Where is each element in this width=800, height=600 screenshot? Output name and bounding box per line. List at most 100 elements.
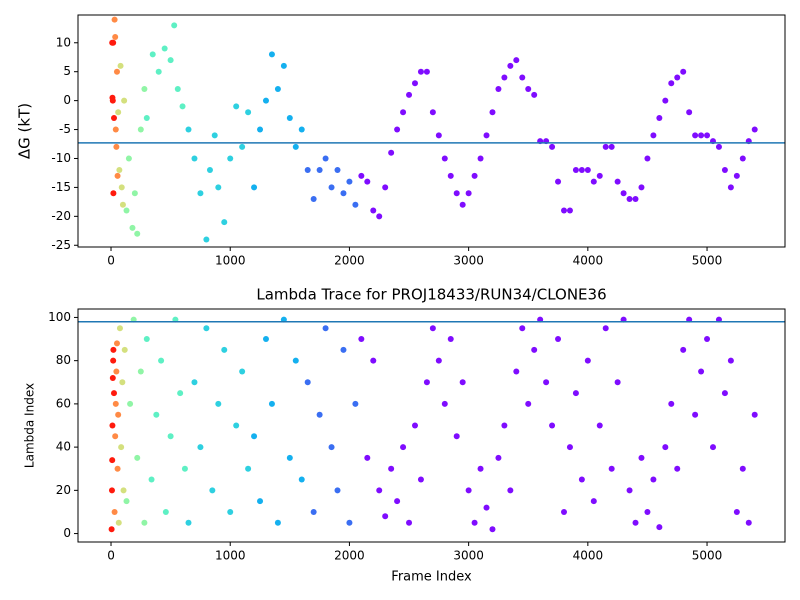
data-point — [531, 91, 538, 98]
data-point — [113, 340, 120, 347]
data-point — [352, 400, 359, 407]
data-point — [602, 325, 609, 332]
data-point — [692, 132, 699, 139]
data-point — [109, 94, 116, 101]
data-point — [352, 201, 359, 208]
data-point — [112, 433, 119, 440]
data-point — [596, 422, 603, 429]
data-point — [134, 454, 141, 461]
data-point — [111, 508, 118, 515]
y-tick-label: 60 — [56, 396, 71, 410]
data-point — [721, 167, 728, 174]
data-point — [560, 508, 567, 515]
data-point — [280, 62, 287, 69]
data-point — [650, 132, 657, 139]
data-point — [751, 411, 758, 418]
data-point — [286, 114, 293, 121]
y-tick-label: -25 — [51, 238, 71, 252]
data-point — [185, 126, 192, 133]
data-point — [644, 155, 651, 162]
data-point — [566, 207, 573, 214]
data-point — [733, 508, 740, 515]
data-point — [471, 172, 478, 179]
data-point — [137, 126, 144, 133]
y-tick-label: -20 — [51, 209, 71, 223]
plot-frame — [77, 14, 786, 248]
data-point — [394, 498, 401, 505]
data-point — [143, 114, 150, 121]
data-point — [543, 379, 550, 386]
data-point — [125, 155, 132, 162]
data-point — [411, 80, 418, 87]
data-point — [262, 336, 269, 343]
data-point — [191, 155, 198, 162]
data-point — [745, 519, 752, 526]
data-point — [110, 390, 117, 397]
data-point — [206, 167, 213, 174]
data-point — [674, 465, 681, 472]
data-point — [662, 97, 669, 104]
data-point — [710, 444, 717, 451]
data-point — [614, 379, 621, 386]
x-tick-label: 3000 — [453, 549, 484, 563]
data-point — [501, 422, 508, 429]
data-point — [602, 143, 609, 150]
data-point — [704, 132, 711, 139]
data-point — [155, 68, 162, 75]
data-point — [382, 513, 389, 520]
data-point — [555, 336, 562, 343]
data-point — [167, 57, 174, 64]
data-point — [572, 390, 579, 397]
y-tick-label: 100 — [48, 310, 71, 324]
data-point — [149, 51, 156, 58]
data-point — [141, 519, 148, 526]
data-point — [751, 126, 758, 133]
data-point — [110, 346, 117, 353]
y-tick-label: -5 — [59, 122, 71, 136]
data-point — [370, 357, 377, 364]
data-point — [453, 190, 460, 197]
data-point — [686, 109, 693, 116]
data-point — [121, 97, 128, 104]
data-point — [656, 524, 663, 531]
data-point — [680, 68, 687, 75]
data-point — [153, 411, 160, 418]
data-point — [417, 476, 424, 483]
data-point — [650, 476, 657, 483]
data-point — [158, 357, 165, 364]
data-point — [129, 224, 136, 231]
data-point — [447, 336, 454, 343]
data-point — [656, 114, 663, 121]
data-point — [358, 172, 365, 179]
data-point — [614, 178, 621, 185]
data-point — [423, 379, 430, 386]
data-point — [739, 155, 746, 162]
data-point — [251, 433, 258, 440]
y-tick-label: -15 — [51, 180, 71, 194]
y-tick-label: 0 — [63, 93, 71, 107]
data-point — [203, 236, 210, 243]
data-point — [298, 476, 305, 483]
data-point — [584, 167, 591, 174]
data-point — [340, 190, 347, 197]
x-tick-label: 2000 — [334, 254, 365, 268]
data-point — [555, 178, 562, 185]
y-tick-label: -10 — [51, 151, 71, 165]
data-point — [358, 336, 365, 343]
data-point — [668, 80, 675, 87]
data-point — [578, 476, 585, 483]
x-tick-label: 1000 — [215, 254, 246, 268]
data-point — [578, 167, 585, 174]
data-point — [513, 368, 520, 375]
data-point — [638, 184, 645, 191]
data-point — [400, 444, 407, 451]
data-point — [141, 86, 148, 93]
data-point — [112, 33, 119, 40]
y-tick-label: 40 — [56, 440, 71, 454]
data-point — [346, 519, 353, 526]
data-point — [447, 172, 454, 179]
data-point — [115, 411, 122, 418]
data-point — [121, 346, 128, 353]
data-point — [167, 433, 174, 440]
data-point — [131, 190, 138, 197]
